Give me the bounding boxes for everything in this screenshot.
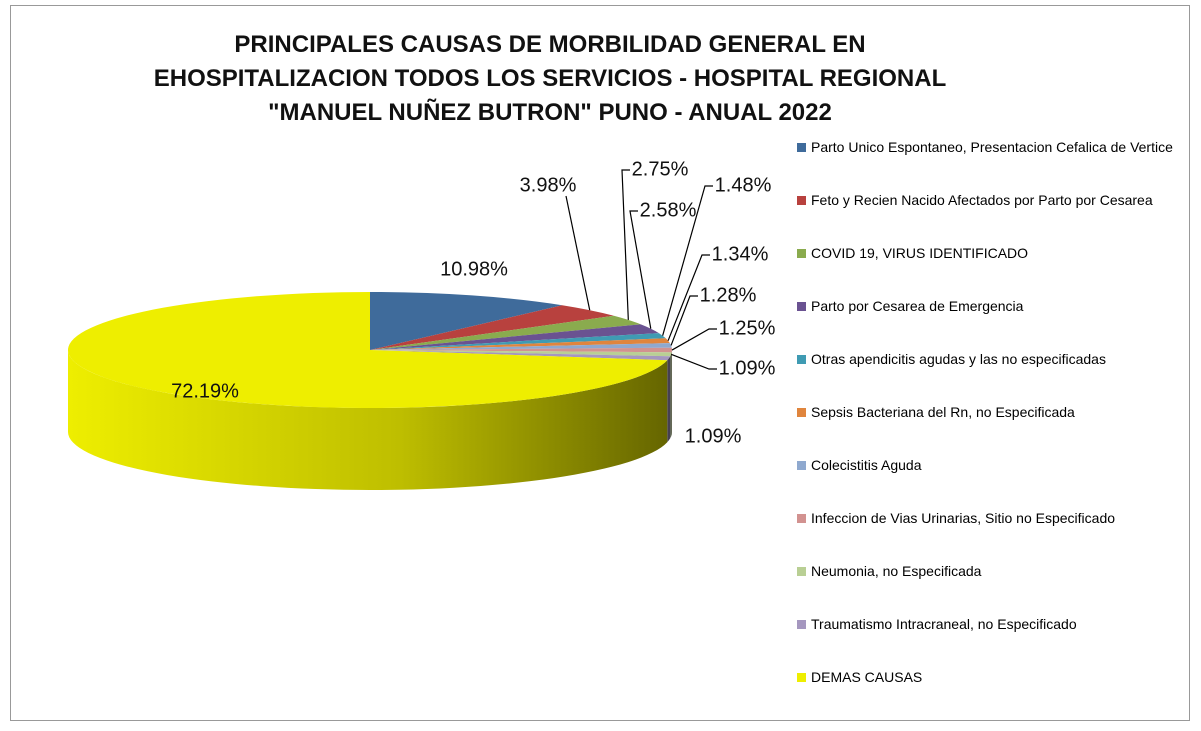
leader-line bbox=[566, 196, 590, 310]
legend-item: Traumatismo Intracraneal, no Especificad… bbox=[797, 615, 1177, 668]
legend-swatch bbox=[797, 249, 806, 258]
legend-label: Parto Unico Espontaneo, Presentacion Cef… bbox=[811, 139, 1173, 155]
legend-swatch bbox=[797, 620, 806, 629]
legend-item: Parto Unico Espontaneo, Presentacion Cef… bbox=[797, 138, 1177, 191]
legend-label: Neumonia, no Especificada bbox=[811, 563, 981, 579]
leader-line bbox=[622, 170, 630, 320]
legend-swatch bbox=[797, 408, 806, 417]
legend-swatch bbox=[797, 355, 806, 364]
legend-item: Parto por Cesarea de Emergencia bbox=[797, 297, 1177, 350]
legend-item: DEMAS CAUSAS bbox=[797, 668, 1177, 721]
legend-label: Infeccion de Vias Urinarias, Sitio no Es… bbox=[811, 510, 1115, 526]
pie-side bbox=[667, 356, 670, 442]
legend-item: COVID 19, VIRUS IDENTIFICADO bbox=[797, 244, 1177, 297]
legend-item: Sepsis Bacteriana del Rn, no Especificad… bbox=[797, 403, 1177, 456]
data-label: 1.25% bbox=[719, 317, 776, 339]
data-label: 72.19% bbox=[171, 380, 239, 402]
legend-label: Otras apendicitis agudas y las no especi… bbox=[811, 351, 1106, 367]
legend-swatch bbox=[797, 143, 806, 152]
legend-label: DEMAS CAUSAS bbox=[811, 669, 922, 685]
legend-item: Infeccion de Vias Urinarias, Sitio no Es… bbox=[797, 509, 1177, 562]
legend-item: Neumonia, no Especificada bbox=[797, 562, 1177, 615]
leader-line bbox=[630, 211, 651, 329]
pie-side bbox=[670, 352, 672, 438]
legend: Parto Unico Espontaneo, Presentacion Cef… bbox=[797, 138, 1177, 721]
legend-swatch bbox=[797, 196, 806, 205]
data-label: 1.28% bbox=[700, 284, 757, 306]
legend-label: Traumatismo Intracraneal, no Especificad… bbox=[811, 616, 1077, 632]
chart-title: PRINCIPALES CAUSAS DE MORBILIDAD GENERAL… bbox=[0, 28, 1100, 130]
legend-swatch bbox=[797, 302, 806, 311]
data-label: 1.34% bbox=[712, 243, 769, 265]
data-label: 10.98% bbox=[440, 258, 508, 280]
legend-label: Sepsis Bacteriana del Rn, no Especificad… bbox=[811, 404, 1075, 420]
leader-line bbox=[672, 329, 717, 350]
data-label: 1.48% bbox=[715, 174, 772, 196]
legend-label: Parto por Cesarea de Emergencia bbox=[811, 298, 1023, 314]
legend-swatch bbox=[797, 461, 806, 470]
legend-item: Colecistitis Aguda bbox=[797, 456, 1177, 509]
data-label: 2.75% bbox=[632, 158, 689, 180]
legend-item: Otras apendicitis agudas y las no especi… bbox=[797, 350, 1177, 403]
legend-label: Feto y Recien Nacido Afectados por Parto… bbox=[811, 192, 1153, 208]
legend-label: COVID 19, VIRUS IDENTIFICADO bbox=[811, 245, 1028, 261]
legend-swatch bbox=[797, 673, 806, 682]
legend-item: Feto y Recien Nacido Afectados por Parto… bbox=[797, 191, 1177, 244]
legend-swatch bbox=[797, 514, 806, 523]
data-label: 2.58% bbox=[640, 199, 697, 221]
leader-line bbox=[671, 354, 717, 369]
legend-swatch bbox=[797, 567, 806, 576]
data-label: 1.09% bbox=[685, 425, 742, 447]
legend-label: Colecistitis Aguda bbox=[811, 457, 922, 473]
data-label: 3.98% bbox=[520, 174, 577, 196]
data-label: 1.09% bbox=[719, 357, 776, 379]
